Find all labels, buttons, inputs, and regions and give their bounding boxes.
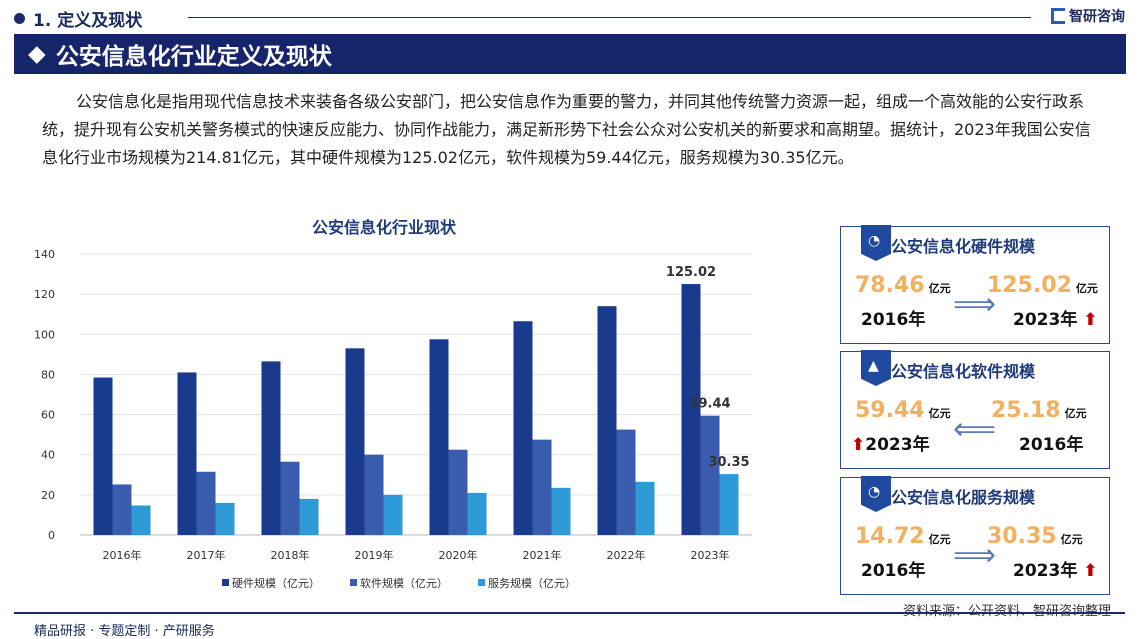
data-label: 125.02 [666,265,716,280]
brand-logo: 智研咨询 [1051,6,1125,26]
bar-2 [364,454,384,535]
arrow-left-icon: ⟸ [953,412,997,447]
y-tick-label: 60 [41,409,55,422]
card-right-year: 2023年 ⬆ [1013,310,1098,330]
chart-title: 公安信息化行业现状 [312,218,457,237]
bar-3 [383,494,403,535]
diamond-icon: ◆ [28,41,46,67]
legend-swatch [350,579,357,586]
arrow-right-icon: ⟹ [953,538,997,573]
x-tick-label: 2023年 [691,548,730,562]
data-label: 59.44 [689,397,730,412]
bar-1 [261,361,281,535]
bar-2 [616,429,636,535]
x-tick-label: 2021年 [523,548,562,562]
card-left-value: 78.46 亿元 [855,273,951,298]
stat-card: ◔ 公安信息化硬件规模 78.46 亿元 2016年 ⟹ 125.02 亿元 202… [840,225,1110,344]
card-left-year: ⬆2023年 [851,435,930,455]
bar-3 [635,481,655,535]
y-tick-label: 40 [41,449,55,462]
card-right-value: 125.02 亿元 [987,273,1098,298]
legend-label: 软件规模（亿元） [360,576,448,590]
legend-label: 硬件规模（亿元） [232,576,320,590]
pie-chart-icon: ◔ [861,476,891,512]
bar-3 [215,502,235,535]
section-title: 1. 定义及现状 [33,11,143,31]
bar-1 [681,284,701,535]
bar-2 [532,439,552,535]
stat-card: ◔ 公安信息化服务规模 14.72 亿元 2016年 ⟹ 30.35 亿元 2023… [840,476,1110,595]
pie-chart-icon: ◔ [861,225,891,261]
footer-divider [14,612,1125,614]
bar-2 [112,484,132,535]
legend-swatch [478,579,485,586]
growth-chart-icon: ▲ [861,350,891,386]
up-arrow-icon: ⬆ [1083,561,1098,581]
bar-3 [467,492,487,535]
x-tick-label: 2017年 [187,548,226,562]
bar-3 [131,505,151,535]
description: 公安信息化是指用现代信息技术来装备各级公安部门，把公安信息作为重要的警力，并同其… [42,92,1091,167]
y-tick-label: 140 [34,248,55,261]
bar-1 [345,348,365,535]
bar-2 [448,449,468,535]
card-title: 公安信息化硬件规模 [891,237,1036,256]
x-tick-label: 2019年 [355,548,394,562]
card-left-year: 2016年 [861,310,926,330]
card-right-year: 2023年 ⬆ [1013,561,1098,581]
x-tick-label: 2016年 [103,548,142,562]
footer-tagline: 精品研报 · 专题定制 · 产研服务 [34,624,215,639]
up-arrow-icon: ⬆ [851,435,866,455]
up-arrow-icon: ⬆ [1083,310,1098,330]
y-tick-label: 120 [34,288,55,301]
logo-icon [1051,8,1065,24]
page-title: 公安信息化行业定义及现状 [55,44,332,70]
arrow-right-icon: ⟹ [953,287,997,322]
section-heading: 1. 定义及现状 [14,6,142,31]
data-label: 30.35 [708,455,749,470]
card-right-value: 30.35 亿元 [987,524,1083,549]
legend-swatch [222,579,229,586]
bar-2 [196,471,216,535]
bar-3 [299,498,319,535]
bar-1 [177,372,197,535]
x-tick-label: 2022年 [607,548,646,562]
card-right-year: 2016年 [1019,435,1084,455]
bar-3 [551,487,571,535]
card-left-value: 59.44 亿元 [855,398,951,423]
legend-label: 服务规模（亿元） [488,576,576,590]
card-left-value: 14.72 亿元 [855,524,951,549]
card-title: 公安信息化服务规模 [891,488,1036,507]
card-left-year: 2016年 [861,561,926,581]
bar-chart: 0 20 40 60 80 100 120 140 2016年 2017年 2018年 2019年 20… [34,248,752,590]
bullet-icon [14,13,25,24]
brand-name: 智研咨询 [1069,9,1125,25]
card-title: 公安信息化软件规模 [891,362,1036,381]
y-tick-label: 20 [41,489,55,502]
x-tick-label: 2020年 [439,548,478,562]
stat-card: ▲ 公安信息化软件规模 59.44 亿元 ⬆2023年 ⟸ 25.18 亿元 201… [840,350,1110,469]
y-tick-label: 80 [41,368,55,381]
card-right-value: 25.18 亿元 [991,398,1087,423]
bar-2 [700,415,720,535]
bar-1 [93,377,113,535]
bar-3 [719,474,739,535]
bar-1 [429,339,449,535]
source-note: 资料来源：公开资料、智研咨询整理 [903,600,1111,619]
x-tick-label: 2018年 [271,548,310,562]
bar-2 [280,461,300,535]
divider [188,17,1031,18]
page-banner: ◆ 公安信息化行业定义及现状 [14,34,1126,74]
bar-1 [513,321,533,535]
y-tick-label: 0 [48,529,55,542]
bar-1 [597,306,617,535]
y-tick-label: 100 [34,328,55,341]
